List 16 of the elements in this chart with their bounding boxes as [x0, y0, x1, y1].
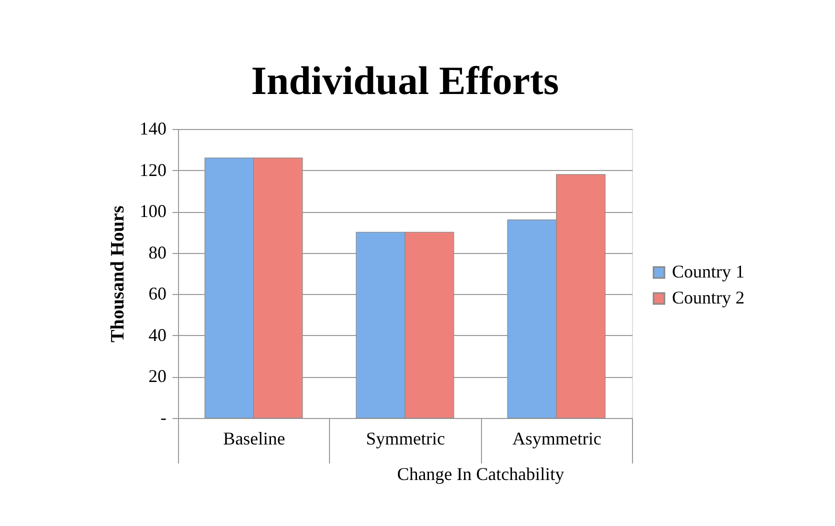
y-axis-title: Thousand Hours	[108, 206, 128, 342]
y-tick-label: -	[160, 408, 166, 428]
x-tick-label: Asymmetric	[512, 428, 602, 448]
legend-label: Country 1	[672, 262, 745, 282]
y-tick-label: 100	[140, 201, 166, 222]
legend-label: Country 2	[672, 288, 745, 308]
y-tick-label: 140	[140, 118, 166, 138]
y-tick-label: 20	[148, 366, 166, 386]
y-tick-label: 40	[148, 324, 166, 345]
y-tick-label: 120	[140, 160, 166, 180]
x-tick-label: Symmetric	[366, 428, 445, 448]
y-tick-label: 60	[148, 284, 166, 304]
x-tick-label: Baseline	[223, 428, 286, 448]
chart-title: Individual Efforts	[251, 58, 559, 103]
x-axis-title: Change In Catchability	[397, 464, 564, 484]
y-tick-label: 80	[148, 242, 166, 262]
